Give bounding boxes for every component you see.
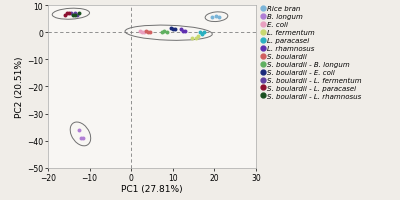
Point [142, 30, 149, 33]
Point [62, 14, 68, 17]
Point [178, 29, 184, 32]
Point [180, 30, 186, 33]
Point [170, 29, 176, 32]
Point [199, 33, 205, 36]
Point [159, 31, 166, 35]
Point [74, 14, 80, 17]
Point [209, 17, 216, 20]
Point [194, 35, 201, 39]
Point [188, 37, 195, 40]
Point [138, 31, 145, 35]
Point [72, 12, 78, 16]
Point [168, 27, 174, 31]
Y-axis label: PC2 (20.51%): PC2 (20.51%) [15, 56, 24, 118]
Point [80, 137, 86, 140]
Point [64, 12, 70, 16]
Legend: Rice bran, B. longum, E. coli, L. fermentum, L. paracasei, L. rhamnosus, S. boul: Rice bran, B. longum, E. coli, L. fermen… [262, 6, 362, 99]
Point [182, 30, 188, 33]
Point [163, 31, 170, 35]
Point [140, 31, 147, 35]
Point [201, 31, 207, 35]
Point [213, 15, 220, 18]
Point [68, 12, 74, 16]
Point [145, 31, 151, 35]
Point [136, 30, 143, 33]
Point [72, 14, 78, 17]
X-axis label: PC1 (27.81%): PC1 (27.81%) [121, 185, 183, 194]
Point [197, 31, 203, 35]
Point [215, 17, 222, 20]
Point [78, 137, 84, 140]
Point [66, 12, 72, 16]
Point [70, 14, 76, 17]
Point [172, 29, 178, 32]
Point [161, 30, 168, 33]
Point [192, 37, 199, 40]
Point [147, 31, 153, 35]
Point [76, 12, 82, 16]
Point [76, 129, 82, 132]
